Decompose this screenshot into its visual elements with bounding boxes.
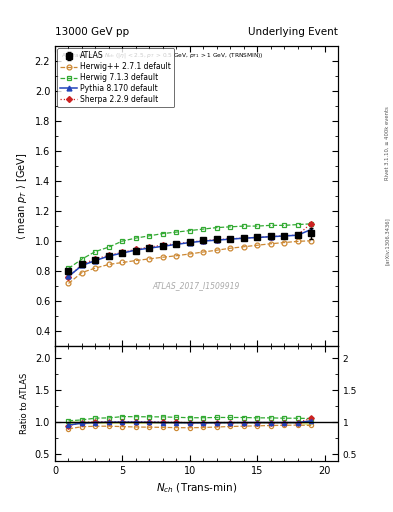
Sherpa 2.2.9 default — [174, 241, 179, 247]
Sherpa 2.2.9 default — [282, 233, 286, 239]
Text: Average $p_T$ vs $N_{ch}$ ($|\eta|$ < 2.5, $p_T$ > 0.5 GeV, $p_{T1}$ > 1 GeV, (T: Average $p_T$ vs $N_{ch}$ ($|\eta|$ < 2.… — [61, 51, 263, 59]
Pythia 8.170 default — [228, 236, 233, 242]
Sherpa 2.2.9 default — [255, 234, 259, 241]
Herwig++ 2.7.1 default — [295, 238, 300, 244]
Herwig 7.1.3 default — [66, 265, 71, 271]
Herwig++ 2.7.1 default — [134, 258, 138, 264]
Herwig++ 2.7.1 default — [282, 240, 286, 246]
Line: Pythia 8.170 default: Pythia 8.170 default — [66, 227, 314, 279]
Sherpa 2.2.9 default — [134, 246, 138, 252]
Pythia 8.170 default — [255, 234, 259, 241]
Pythia 8.170 default — [295, 232, 300, 238]
Pythia 8.170 default — [309, 226, 313, 232]
Pythia 8.170 default — [201, 238, 206, 244]
Herwig 7.1.3 default — [187, 227, 192, 233]
Herwig 7.1.3 default — [214, 225, 219, 231]
Text: ATLAS_2017_I1509919: ATLAS_2017_I1509919 — [153, 281, 240, 290]
Herwig 7.1.3 default — [120, 238, 125, 244]
Pythia 8.170 default — [268, 233, 273, 240]
Sherpa 2.2.9 default — [160, 242, 165, 248]
Herwig 7.1.3 default — [201, 226, 206, 232]
Herwig++ 2.7.1 default — [228, 245, 233, 251]
Pythia 8.170 default — [160, 243, 165, 249]
Sherpa 2.2.9 default — [201, 238, 206, 244]
Herwig++ 2.7.1 default — [268, 241, 273, 247]
Herwig++ 2.7.1 default — [241, 244, 246, 250]
Y-axis label: $\langle$ mean $p_T$ $\rangle$ [GeV]: $\langle$ mean $p_T$ $\rangle$ [GeV] — [15, 152, 29, 240]
Herwig 7.1.3 default — [80, 256, 84, 262]
Sherpa 2.2.9 default — [214, 237, 219, 243]
Herwig 7.1.3 default — [309, 221, 313, 227]
Sherpa 2.2.9 default — [147, 244, 152, 250]
Herwig 7.1.3 default — [147, 233, 152, 239]
Herwig++ 2.7.1 default — [201, 249, 206, 255]
Line: Sherpa 2.2.9 default: Sherpa 2.2.9 default — [66, 222, 313, 280]
Line: Herwig 7.1.3 default: Herwig 7.1.3 default — [66, 221, 314, 271]
Sherpa 2.2.9 default — [107, 252, 111, 259]
Sherpa 2.2.9 default — [241, 235, 246, 241]
Pythia 8.170 default — [80, 263, 84, 269]
Pythia 8.170 default — [187, 240, 192, 246]
Herwig 7.1.3 default — [228, 224, 233, 230]
Pythia 8.170 default — [174, 241, 179, 247]
Herwig++ 2.7.1 default — [120, 260, 125, 266]
Pythia 8.170 default — [134, 247, 138, 253]
Pythia 8.170 default — [120, 250, 125, 256]
Herwig++ 2.7.1 default — [174, 252, 179, 259]
Sherpa 2.2.9 default — [187, 239, 192, 245]
Sherpa 2.2.9 default — [66, 274, 71, 281]
Sherpa 2.2.9 default — [228, 236, 233, 242]
Sherpa 2.2.9 default — [268, 233, 273, 240]
Herwig 7.1.3 default — [255, 223, 259, 229]
Pythia 8.170 default — [214, 237, 219, 243]
Herwig++ 2.7.1 default — [214, 247, 219, 253]
Herwig 7.1.3 default — [268, 222, 273, 228]
Herwig++ 2.7.1 default — [93, 265, 98, 271]
Herwig++ 2.7.1 default — [80, 269, 84, 275]
Sherpa 2.2.9 default — [120, 249, 125, 255]
Sherpa 2.2.9 default — [309, 221, 313, 227]
Herwig 7.1.3 default — [107, 244, 111, 250]
Text: 13000 GeV pp: 13000 GeV pp — [55, 27, 129, 37]
Legend: ATLAS, Herwig++ 2.7.1 default, Herwig 7.1.3 default, Pythia 8.170 default, Sherp: ATLAS, Herwig++ 2.7.1 default, Herwig 7.… — [57, 48, 174, 107]
Herwig 7.1.3 default — [160, 230, 165, 237]
Pythia 8.170 default — [93, 258, 98, 264]
Herwig 7.1.3 default — [282, 222, 286, 228]
Pythia 8.170 default — [241, 235, 246, 241]
Herwig++ 2.7.1 default — [309, 238, 313, 244]
Herwig++ 2.7.1 default — [147, 256, 152, 262]
X-axis label: $N_{ch}$ (Trans-min): $N_{ch}$ (Trans-min) — [156, 481, 237, 495]
Sherpa 2.2.9 default — [295, 232, 300, 238]
Herwig 7.1.3 default — [134, 235, 138, 241]
Herwig++ 2.7.1 default — [66, 281, 71, 287]
Herwig 7.1.3 default — [241, 223, 246, 229]
Text: Underlying Event: Underlying Event — [248, 27, 338, 37]
Herwig++ 2.7.1 default — [107, 261, 111, 267]
Pythia 8.170 default — [66, 273, 71, 280]
Y-axis label: Ratio to ATLAS: Ratio to ATLAS — [20, 373, 29, 434]
Herwig++ 2.7.1 default — [255, 242, 259, 248]
Sherpa 2.2.9 default — [93, 256, 98, 262]
Herwig++ 2.7.1 default — [187, 251, 192, 257]
Herwig 7.1.3 default — [93, 248, 98, 254]
Text: [arXiv:1306.3436]: [arXiv:1306.3436] — [385, 217, 390, 265]
Herwig 7.1.3 default — [295, 222, 300, 228]
Herwig 7.1.3 default — [174, 229, 179, 235]
Pythia 8.170 default — [282, 233, 286, 239]
Pythia 8.170 default — [147, 245, 152, 251]
Text: Rivet 3.1.10, ≥ 400k events: Rivet 3.1.10, ≥ 400k events — [385, 106, 390, 180]
Pythia 8.170 default — [107, 253, 111, 259]
Line: Herwig++ 2.7.1 default: Herwig++ 2.7.1 default — [66, 239, 314, 286]
Sherpa 2.2.9 default — [80, 261, 84, 267]
Herwig++ 2.7.1 default — [160, 254, 165, 260]
